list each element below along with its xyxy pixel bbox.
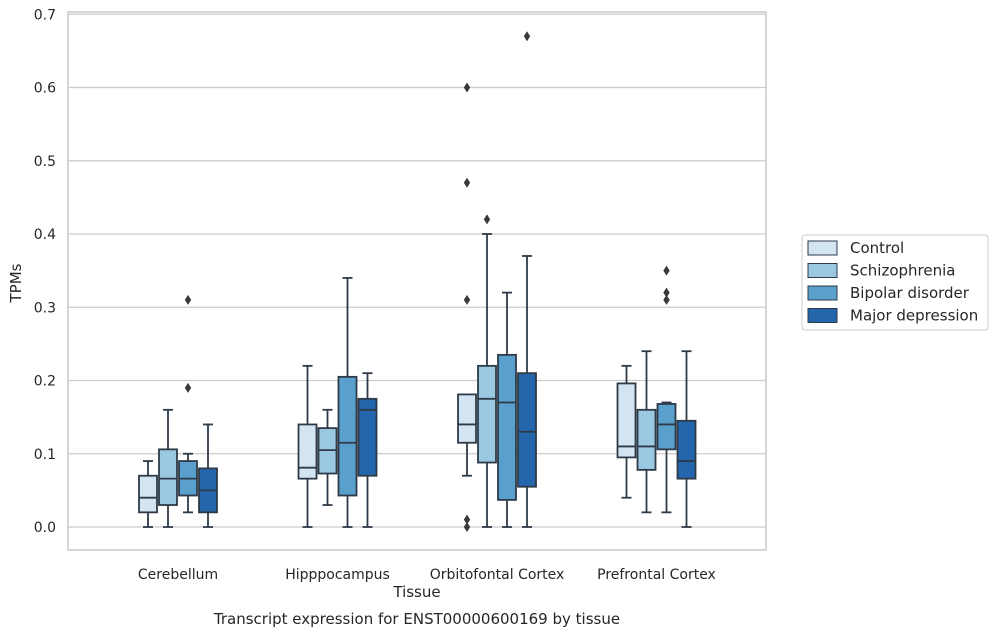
box-cerebellum-major-depression [198, 423, 218, 528]
box-prefrontal-cortex-schizophrenia [636, 350, 657, 514]
iqr-box [517, 372, 537, 488]
outlier-point [463, 177, 471, 188]
iqr-box [477, 364, 497, 464]
box-hipppocampus-control [297, 364, 318, 528]
iqr-box [636, 408, 657, 471]
outlier-point [184, 294, 192, 305]
legend-swatch [807, 240, 838, 256]
y-tick-label: 0.7 [34, 7, 56, 23]
outlier-point [463, 294, 471, 305]
x-axis-label: Tissue [392, 583, 440, 601]
outlier-point [463, 82, 471, 93]
box-orbitofontal-cortex-bipolar-disorder [497, 291, 517, 528]
x-tick-label: Hipppocampus [285, 567, 390, 583]
outlier-point [663, 294, 670, 305]
box-orbitofontal-cortex-schizophrenia [477, 214, 497, 528]
outlier-point [483, 214, 491, 225]
box-orbitofontal-cortex-control [457, 82, 477, 532]
iqr-box [497, 353, 517, 501]
legend-label: Major depression [850, 307, 978, 325]
outlier-point [184, 382, 192, 393]
iqr-box [138, 474, 158, 514]
box-hipppocampus-schizophrenia [317, 408, 338, 506]
box-hipppocampus-bipolar-disorder [337, 277, 358, 528]
y-tick-label: 0.6 [34, 81, 56, 97]
box-hipppocampus-major-depression [357, 372, 378, 528]
box-prefrontal-cortex-bipolar-disorder [656, 265, 677, 514]
iqr-box [616, 382, 637, 459]
x-tick-label: Cerebellum [138, 567, 218, 583]
outlier-point [463, 514, 471, 525]
box-cerebellum-bipolar-disorder [178, 294, 198, 514]
outlier-point [463, 522, 471, 532]
iqr-box [656, 403, 677, 451]
outlier-point [523, 31, 531, 42]
iqr-box [158, 448, 178, 506]
y-tick-label: 0.5 [34, 154, 56, 170]
legend-swatch [807, 263, 838, 278]
box-cerebellum-schizophrenia [158, 408, 178, 528]
box-orbitofontal-cortex-major-depression [517, 31, 537, 528]
iqr-box [337, 375, 358, 497]
legend-label: Bipolar disorder [850, 284, 970, 302]
x-tick-label: Orbitofontal Cortex [430, 567, 565, 583]
figure-caption: Transcript expression for ENST0000060016… [213, 610, 620, 628]
legend-label: Schizophrenia [850, 262, 955, 280]
outlier-point [663, 287, 670, 298]
y-tick-label: 0.1 [34, 447, 56, 463]
y-tick-label: 0.3 [34, 300, 56, 316]
x-tick-label: Prefrontal Cortex [597, 567, 716, 583]
y-tick-label: 0.0 [34, 520, 56, 536]
boxes [138, 31, 697, 532]
iqr-box [297, 423, 318, 480]
y-tick-label: 0.2 [34, 374, 56, 390]
y-tick-label: 0.4 [34, 227, 56, 243]
outlier-point [663, 265, 670, 276]
box-cerebellum-control [138, 460, 158, 528]
plot-area-frame [67, 11, 767, 551]
x-axis-ticks: Cerebellum Hipppocampus Orbitofontal Corte… [138, 567, 716, 583]
legend-frame [801, 234, 989, 331]
iqr-box [357, 397, 378, 477]
y-axis-label: TPMs [7, 263, 25, 303]
legend-swatch [807, 285, 838, 301]
y-axis-ticks: 0.0 0.1 0.2 0.3 0.4 0.5 0.6 0.7 [34, 7, 56, 536]
iqr-box [676, 419, 697, 480]
box-prefrontal-cortex-major-depression [676, 350, 697, 528]
legend: Control Schizophrenia Bipolar disorder Majo… [801, 234, 989, 331]
legend-swatch [807, 308, 838, 323]
legend-label: Control [850, 239, 904, 257]
iqr-box [457, 393, 477, 444]
box-prefrontal-cortex-control [616, 364, 637, 499]
